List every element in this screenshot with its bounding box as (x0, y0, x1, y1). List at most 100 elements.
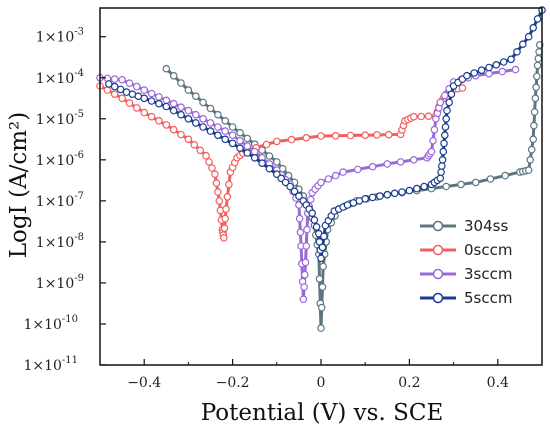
data-point (290, 187, 299, 196)
data-point (440, 139, 448, 148)
legend-marker (432, 244, 444, 256)
data-point (527, 145, 536, 154)
data-point (439, 147, 448, 156)
data-point (396, 158, 405, 166)
data-point (214, 123, 222, 131)
data-point (346, 131, 355, 140)
y-tick-label: 1×10-4 (36, 68, 84, 87)
data-point (498, 67, 507, 76)
data-point (530, 121, 538, 130)
data-point (442, 115, 451, 123)
data-point (184, 135, 193, 144)
legend-marker (432, 292, 444, 304)
data-point (169, 106, 178, 115)
data-point (258, 159, 266, 168)
data-point (300, 270, 309, 279)
data-point (457, 180, 465, 189)
data-point (383, 190, 392, 199)
data-point (105, 80, 113, 88)
data-point (243, 149, 252, 157)
data-point (507, 55, 515, 64)
data-point (534, 54, 543, 63)
data-point (147, 97, 156, 105)
data-point (140, 108, 149, 117)
series-304ss (162, 41, 544, 332)
data-point (315, 274, 324, 283)
data-point (118, 76, 126, 84)
data-point (169, 125, 178, 134)
data-point (192, 92, 200, 101)
series-line-304ss (165, 44, 542, 329)
data-point (192, 119, 200, 127)
data-point (225, 180, 233, 189)
data-point (437, 168, 445, 176)
data-point (368, 162, 377, 171)
data-point (208, 164, 216, 172)
data-point (339, 168, 347, 176)
data-point (308, 209, 317, 218)
data-point (228, 139, 237, 148)
x-tick-label: 0.2 (398, 375, 420, 391)
data-point (302, 134, 311, 142)
data-point (147, 89, 156, 98)
data-point (529, 135, 538, 144)
data-point (353, 165, 362, 174)
data-point (262, 140, 271, 149)
data-point (409, 156, 418, 164)
data-point (492, 61, 501, 69)
x-tick-label: 0 (317, 375, 326, 391)
data-point (110, 82, 119, 91)
data-point (177, 103, 185, 112)
data-point (133, 82, 141, 91)
data-point (220, 224, 229, 233)
data-point (319, 262, 328, 271)
data-point (125, 79, 134, 88)
data-point (317, 303, 326, 312)
data-point (383, 160, 392, 168)
data-point (214, 131, 222, 140)
data-point (440, 91, 449, 100)
legend-label: 0sccm (464, 241, 512, 259)
data-point (190, 141, 199, 149)
data-point (318, 243, 327, 252)
data-point (199, 98, 207, 107)
data-point (318, 283, 327, 291)
data-point (169, 72, 178, 80)
data-point (184, 86, 193, 94)
data-point (420, 182, 428, 191)
data-point (162, 102, 171, 111)
data-point (499, 58, 508, 66)
data-point (320, 232, 328, 241)
data-point (324, 175, 333, 183)
y-tick-label: 1×10-6 (36, 150, 84, 169)
data-point (228, 123, 237, 131)
legend-marker (432, 268, 444, 280)
data-point (317, 254, 325, 263)
data-point (205, 158, 213, 166)
data-point (331, 171, 340, 180)
data-point (140, 94, 149, 103)
legend-item-5sccm: 5sccm (420, 289, 512, 307)
data-point (312, 223, 321, 231)
data-point (236, 136, 244, 145)
data-point (177, 110, 185, 119)
data-point (295, 192, 303, 200)
data-point (532, 83, 540, 92)
legend-label: 5sccm (464, 289, 512, 307)
data-point (221, 135, 230, 144)
data-point (331, 132, 340, 140)
y-tick-label: 1×10-11 (23, 355, 78, 374)
data-point (361, 131, 370, 140)
data-point (223, 193, 232, 201)
legend-marker (432, 220, 444, 232)
data-point (162, 96, 171, 105)
data-point (511, 65, 520, 74)
y-tick-label: 1×10-7 (36, 191, 84, 210)
data-point (458, 84, 467, 92)
legend-label: 304ss (464, 217, 508, 235)
data-point (501, 171, 510, 180)
data-point (485, 69, 493, 78)
data-point (486, 175, 495, 183)
data-point (228, 131, 237, 140)
data-point (221, 214, 230, 223)
